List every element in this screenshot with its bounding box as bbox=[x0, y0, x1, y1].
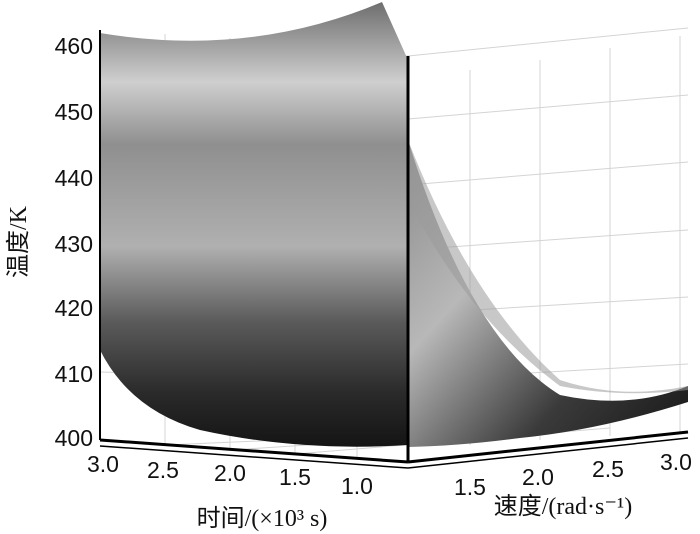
z-tick-labels: 460 450 440 430 420 410 400 bbox=[55, 33, 93, 451]
z-tick-label: 450 bbox=[55, 99, 93, 125]
z-tick-label: 440 bbox=[55, 165, 93, 191]
y-tick-labels: 1.5 2.0 2.5 3.0 bbox=[454, 449, 692, 500]
z-tick-label: 460 bbox=[55, 33, 93, 59]
temperature-surface bbox=[100, 2, 688, 447]
z-tick-label: 400 bbox=[55, 425, 93, 451]
y-axis-line-back bbox=[407, 437, 689, 469]
z-tick-label: 420 bbox=[55, 295, 93, 321]
x-tick-label: 1.5 bbox=[279, 464, 311, 490]
x-tick-label: 3.0 bbox=[87, 451, 119, 477]
axes bbox=[99, 30, 689, 469]
z-tick-label: 430 bbox=[55, 231, 93, 257]
y-tick-label: 1.5 bbox=[454, 474, 486, 500]
y-tick-label: 2.5 bbox=[592, 456, 624, 482]
x-axis-line bbox=[99, 438, 409, 464]
z-axis-title: 温度/K bbox=[5, 205, 32, 278]
x-tick-labels: 3.0 2.5 2.0 1.5 1.0 bbox=[87, 451, 373, 499]
y-tick-label: 3.0 bbox=[660, 449, 692, 475]
x-tick-label: 2.5 bbox=[147, 457, 179, 483]
surface-right-sheet bbox=[408, 140, 688, 447]
x-axis-title: 时间/(×10³ s) bbox=[197, 505, 328, 532]
y-axis-line bbox=[407, 430, 689, 464]
x-tick-label: 1.0 bbox=[341, 473, 373, 499]
x-tick-label: 2.0 bbox=[214, 460, 246, 486]
z-tick-label: 410 bbox=[55, 361, 93, 387]
surface-right-upper bbox=[408, 140, 688, 394]
x-axis-line-back bbox=[99, 445, 409, 469]
y-tick-label: 2.0 bbox=[522, 464, 554, 490]
y-axis-title: 速度/(rad·s⁻¹) bbox=[494, 493, 633, 520]
surface-left-sheet bbox=[100, 2, 408, 447]
